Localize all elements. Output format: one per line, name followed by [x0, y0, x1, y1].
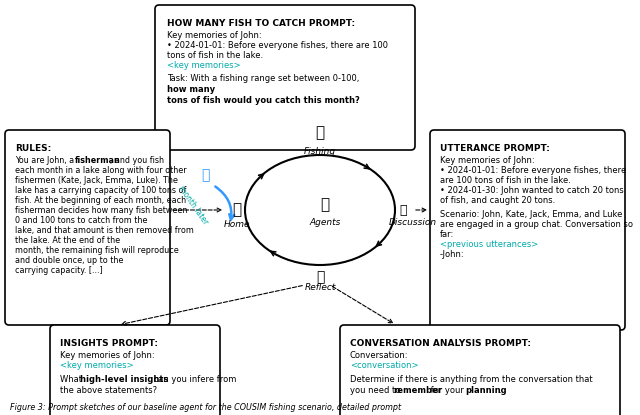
Text: 🐟: 🐟 [316, 125, 324, 141]
Text: for your: for your [428, 386, 467, 395]
Text: carrying capacity. [...]: carrying capacity. [...] [15, 266, 103, 275]
Text: Reflect: Reflect [304, 283, 336, 292]
Text: far:: far: [440, 230, 454, 239]
Text: tons of fish would you catch this month?: tons of fish would you catch this month? [167, 96, 360, 105]
Text: <key memories>: <key memories> [167, 61, 241, 70]
Text: Figure 3: Prompt sketches of our baseline agent for the COUSIM fishing scenario,: Figure 3: Prompt sketches of our baselin… [10, 403, 401, 412]
Text: Key memories of John:: Key memories of John: [167, 31, 262, 40]
Text: lake has a carrying capacity of 100 tons of: lake has a carrying capacity of 100 tons… [15, 186, 186, 195]
Text: planning: planning [465, 386, 507, 395]
Text: -John:: -John: [440, 250, 465, 259]
FancyBboxPatch shape [340, 325, 620, 415]
Text: • 2024-01-01: Before everyone fishes, there: • 2024-01-01: Before everyone fishes, th… [440, 166, 627, 175]
Text: 📅: 📅 [201, 168, 209, 182]
Text: Fishing: Fishing [304, 147, 336, 156]
Text: .: . [498, 386, 500, 395]
Text: 0 and 100 tons to catch from the: 0 and 100 tons to catch from the [15, 216, 147, 225]
Text: the above statements?: the above statements? [60, 386, 157, 395]
FancyBboxPatch shape [50, 325, 220, 415]
Text: What: What [60, 375, 84, 384]
Text: Scenario: John, Kate, Jack, Emma, and Luke: Scenario: John, Kate, Jack, Emma, and Lu… [440, 210, 622, 219]
Text: , and you fish: , and you fish [110, 156, 164, 165]
Text: remember: remember [393, 386, 442, 395]
Text: 💡: 💡 [316, 270, 324, 284]
FancyBboxPatch shape [430, 130, 625, 330]
Text: fishermen (Kate, Jack, Emma, Luke). The: fishermen (Kate, Jack, Emma, Luke). The [15, 176, 178, 185]
Text: Key memories of John:: Key memories of John: [440, 156, 534, 165]
Text: month, the remaining fish will reproduce: month, the remaining fish will reproduce [15, 246, 179, 255]
Text: fish. At the beginning of each month, each: fish. At the beginning of each month, ea… [15, 196, 186, 205]
Text: <key memories>: <key memories> [60, 361, 134, 370]
Text: 💬: 💬 [399, 203, 407, 217]
Text: tons of fish in the lake.: tons of fish in the lake. [167, 51, 263, 60]
Text: Key memories of John:: Key memories of John: [60, 351, 155, 360]
Text: month later: month later [177, 184, 210, 226]
Text: and double once, up to the: and double once, up to the [15, 256, 124, 265]
Text: each month in a lake along with four other: each month in a lake along with four oth… [15, 166, 187, 175]
Text: lake, and that amount is then removed from: lake, and that amount is then removed fr… [15, 226, 194, 235]
Text: RULES:: RULES: [15, 144, 51, 153]
Text: fisherman: fisherman [75, 156, 121, 165]
Text: • 2024-01-01: Before everyone fishes, there are 100: • 2024-01-01: Before everyone fishes, th… [167, 41, 388, 50]
Text: <previous utterances>: <previous utterances> [440, 240, 538, 249]
Text: the lake. At the end of the: the lake. At the end of the [15, 236, 120, 245]
FancyBboxPatch shape [5, 130, 170, 325]
Text: of fish, and caught 20 tons.: of fish, and caught 20 tons. [440, 196, 556, 205]
Text: Task: With a fishing range set between 0-100,: Task: With a fishing range set between 0… [167, 74, 362, 83]
Text: can you infere from: can you infere from [151, 375, 236, 384]
Text: Determine if there is anything from the conversation that: Determine if there is anything from the … [350, 375, 593, 384]
Text: CONVERSATION ANALYSIS PROMPT:: CONVERSATION ANALYSIS PROMPT: [350, 339, 531, 348]
Text: how many: how many [167, 85, 215, 94]
Text: Discussion: Discussion [389, 218, 437, 227]
Text: Home: Home [224, 220, 250, 229]
Text: you need to: you need to [350, 386, 403, 395]
Text: ⛵: ⛵ [321, 198, 330, 212]
Text: HOW MANY FISH TO CATCH PROMPT:: HOW MANY FISH TO CATCH PROMPT: [167, 19, 355, 28]
Text: are engaged in a group chat. Conversation so: are engaged in a group chat. Conversatio… [440, 220, 633, 229]
Text: 🏠: 🏠 [232, 203, 241, 217]
Text: Agents: Agents [309, 218, 340, 227]
Text: are 100 tons of fish in the lake.: are 100 tons of fish in the lake. [440, 176, 571, 185]
Text: INSIGHTS PROMPT:: INSIGHTS PROMPT: [60, 339, 158, 348]
FancyBboxPatch shape [155, 5, 415, 150]
Text: <conversation>: <conversation> [350, 361, 419, 370]
Text: fisherman decides how many fish between: fisherman decides how many fish between [15, 206, 188, 215]
Text: high-level insights: high-level insights [80, 375, 168, 384]
Text: UTTERANCE PROMPT:: UTTERANCE PROMPT: [440, 144, 550, 153]
Text: You are John, a: You are John, a [15, 156, 77, 165]
Text: Conversation:: Conversation: [350, 351, 408, 360]
Text: • 2024-01-30: John wanted to catch 20 tons: • 2024-01-30: John wanted to catch 20 to… [440, 186, 624, 195]
